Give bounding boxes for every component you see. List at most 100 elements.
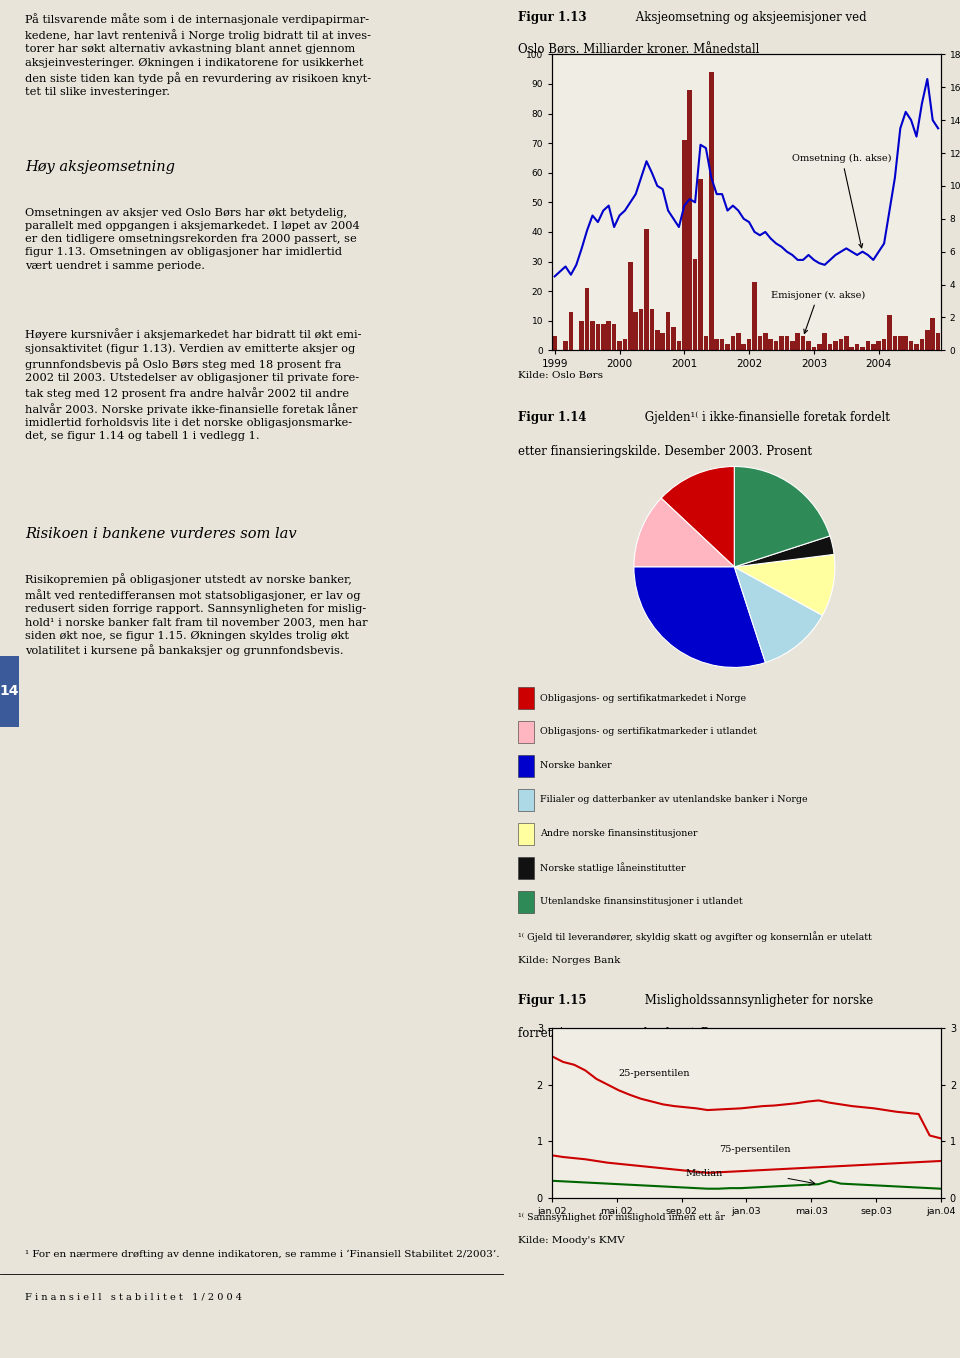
Bar [817, 345, 822, 350]
Text: Aksjeomsetning og aksjeemisjoner ved: Aksjeomsetning og aksjeemisjoner ved [632, 11, 866, 24]
Bar [693, 258, 697, 350]
Text: etter finansieringskilde. Desember 2003. Prosent: etter finansieringskilde. Desember 2003.… [517, 445, 811, 459]
Bar [517, 721, 534, 743]
Text: Filialer og datterbanker av utenlandske banker i Norge: Filialer og datterbanker av utenlandske … [540, 796, 808, 804]
Bar [757, 335, 762, 350]
Bar [517, 857, 534, 879]
Bar [768, 338, 773, 350]
Bar [936, 333, 941, 350]
Bar [731, 335, 735, 350]
Text: Utenlandske finansinstitusjoner i utlandet: Utenlandske finansinstitusjoner i utland… [540, 898, 743, 906]
Bar [876, 341, 881, 350]
Bar [580, 320, 584, 350]
Bar [720, 338, 725, 350]
Bar [687, 90, 692, 350]
Bar [617, 341, 622, 350]
Bar [925, 330, 929, 350]
Text: ¹⁽ Sannsynlighet for mislighold innen ett år: ¹⁽ Sannsynlighet for mislighold innen et… [517, 1211, 725, 1222]
Wedge shape [734, 554, 835, 615]
Bar [628, 262, 633, 350]
Bar [747, 338, 752, 350]
Bar [517, 687, 534, 709]
Bar [612, 323, 616, 350]
Bar [763, 333, 768, 350]
Wedge shape [734, 466, 830, 568]
Text: Obligasjons- og sertifikatmarkedet i Norge: Obligasjons- og sertifikatmarkedet i Nor… [540, 694, 747, 702]
Bar [590, 320, 595, 350]
Text: Høy aksjeomsetning: Høy aksjeomsetning [25, 160, 175, 174]
Wedge shape [661, 466, 734, 568]
Text: ¹ For en nærmere drøfting av denne indikatoren, se ramme i ‘Finansiell Stabilite: ¹ For en nærmere drøfting av denne indik… [25, 1249, 500, 1259]
Bar [903, 335, 908, 350]
Text: Høyere kursnivåer i aksjemarkedet har bidratt til økt emi-
sjonsaktivitet (figur: Høyere kursnivåer i aksjemarkedet har bi… [25, 329, 362, 441]
Text: Figur 1.15: Figur 1.15 [517, 994, 587, 1008]
Bar [741, 345, 746, 350]
Bar [882, 338, 886, 350]
Bar [607, 320, 611, 350]
Bar [844, 335, 849, 350]
Text: Oslo Børs. Milliarder kroner. Månedstall: Oslo Børs. Milliarder kroner. Månedstall [517, 43, 759, 57]
Bar [871, 345, 876, 350]
Bar [753, 282, 756, 350]
Bar [517, 755, 534, 777]
Bar [839, 338, 843, 350]
Bar [898, 335, 902, 350]
Bar [517, 789, 534, 811]
Text: ¹⁽ Gjeld til leverandører, skyldig skatt og avgifter og konsernlån er utelatt: ¹⁽ Gjeld til leverandører, skyldig skatt… [517, 932, 872, 942]
Bar [585, 288, 589, 350]
Bar [698, 179, 703, 350]
Bar [860, 348, 865, 350]
Bar [709, 72, 713, 350]
Bar [568, 312, 573, 350]
Bar [0, 656, 19, 727]
Bar [784, 335, 789, 350]
Bar [887, 315, 892, 350]
Bar [638, 308, 643, 350]
Bar [634, 312, 638, 350]
Text: Kilde: Moody's KMV: Kilde: Moody's KMV [517, 1236, 624, 1245]
Bar [564, 341, 567, 350]
Bar [796, 333, 800, 350]
Text: Figur 1.14: Figur 1.14 [517, 411, 587, 425]
Text: 14: 14 [0, 684, 19, 698]
Bar [854, 345, 859, 350]
Text: forretnings- og sparebanker¹⁽. Prosent: forretnings- og sparebanker¹⁽. Prosent [517, 1027, 747, 1040]
Wedge shape [734, 568, 823, 663]
Text: Norske banker: Norske banker [540, 762, 612, 770]
Bar [909, 341, 913, 350]
Wedge shape [634, 568, 765, 667]
Bar [866, 341, 870, 350]
Text: Omsetning (h. akse): Omsetning (h. akse) [792, 153, 892, 247]
Bar [671, 327, 676, 350]
Text: Obligasjons- og sertifikatmarkeder i utlandet: Obligasjons- og sertifikatmarkeder i utl… [540, 728, 757, 736]
Bar [736, 333, 740, 350]
Text: 25-persentilen: 25-persentilen [618, 1069, 690, 1078]
Text: Figur 1.13: Figur 1.13 [517, 11, 587, 24]
Bar [517, 891, 534, 913]
Bar [682, 140, 686, 350]
Text: Norske statlige låneinstitutter: Norske statlige låneinstitutter [540, 862, 686, 873]
Bar [650, 308, 654, 350]
Bar [806, 341, 811, 350]
Bar [850, 348, 854, 350]
Bar [774, 341, 779, 350]
Bar [666, 312, 670, 350]
Text: Misligholdssannsynligheter for norske: Misligholdssannsynligheter for norske [641, 994, 873, 1008]
Text: Kilde: Norges Bank: Kilde: Norges Bank [517, 956, 620, 966]
Bar [780, 335, 783, 350]
Bar [920, 338, 924, 350]
Bar [660, 333, 665, 350]
Bar [601, 323, 606, 350]
Bar [893, 335, 898, 350]
Bar [828, 345, 832, 350]
Bar [644, 230, 649, 350]
Wedge shape [734, 536, 834, 568]
Bar [714, 338, 719, 350]
Text: F i n a n s i e l l   s t a b i l i t e t   1 / 2 0 0 4: F i n a n s i e l l s t a b i l i t e t … [25, 1293, 242, 1302]
Bar [914, 345, 919, 350]
Bar [677, 341, 682, 350]
Bar [790, 341, 795, 350]
Text: Omsetningen av aksjer ved Oslo Børs har økt betydelig,
parallelt med oppgangen i: Omsetningen av aksjer ved Oslo Børs har … [25, 208, 360, 270]
Text: Andre norske finansinstitusjoner: Andre norske finansinstitusjoner [540, 830, 698, 838]
Bar [833, 341, 838, 350]
